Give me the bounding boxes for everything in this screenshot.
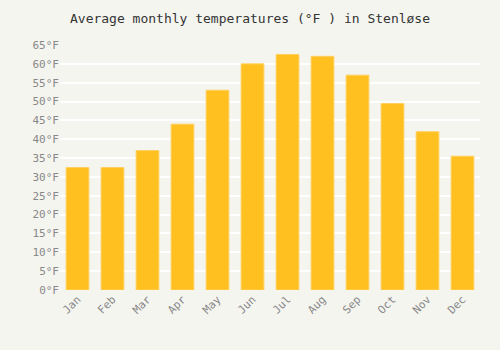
svg-text:5°F: 5°F xyxy=(39,265,59,278)
svg-text:Nov: Nov xyxy=(410,293,434,317)
svg-text:55°F: 55°F xyxy=(33,77,60,90)
svg-text:Jun: Jun xyxy=(235,293,258,316)
svg-text:65°F: 65°F xyxy=(33,39,60,52)
svg-text:25°F: 25°F xyxy=(33,190,60,203)
svg-text:10°F: 10°F xyxy=(33,246,60,259)
svg-text:30°F: 30°F xyxy=(33,171,60,184)
svg-text:May: May xyxy=(200,293,224,317)
svg-text:Mar: Mar xyxy=(130,293,154,317)
svg-text:35°F: 35°F xyxy=(33,152,60,165)
svg-text:45°F: 45°F xyxy=(33,114,60,127)
svg-text:Aug: Aug xyxy=(305,293,328,316)
svg-text:Apr: Apr xyxy=(165,293,189,317)
svg-text:Oct: Oct xyxy=(375,293,398,316)
svg-text:40°F: 40°F xyxy=(33,133,60,146)
svg-text:Jul: Jul xyxy=(270,293,293,316)
svg-text:20°F: 20°F xyxy=(33,208,60,221)
svg-text:Feb: Feb xyxy=(95,293,118,316)
svg-text:50°F: 50°F xyxy=(33,95,60,108)
svg-text:60°F: 60°F xyxy=(33,58,60,71)
svg-text:Sep: Sep xyxy=(340,293,363,316)
svg-text:15°F: 15°F xyxy=(33,227,60,240)
svg-text:Dec: Dec xyxy=(445,293,468,316)
svg-text:Jan: Jan xyxy=(60,293,83,316)
svg-text:Average monthly temperatures (: Average monthly temperatures (°F ) in St… xyxy=(70,11,430,26)
svg-text:0°F: 0°F xyxy=(39,284,59,297)
